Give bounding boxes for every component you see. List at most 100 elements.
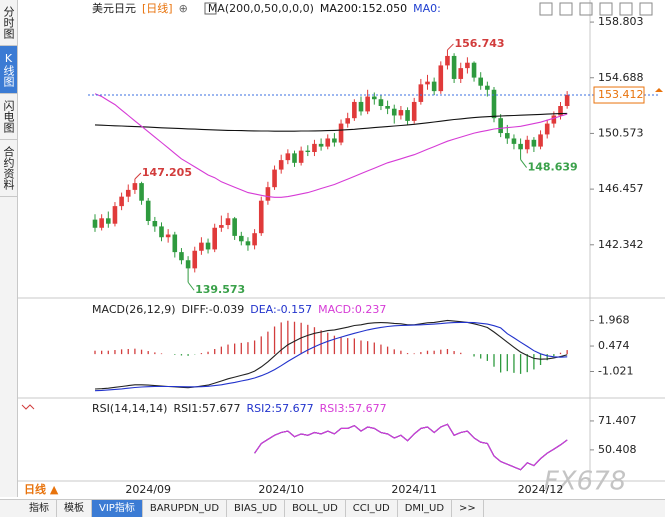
candle-body [458, 68, 464, 79]
candle-body [352, 101, 357, 119]
candle-body [345, 118, 350, 124]
candle-body [332, 138, 337, 143]
candle-body [199, 242, 204, 251]
icon[interactable] [559, 2, 573, 16]
candle-body [119, 196, 124, 207]
bottom-tab[interactable]: BIAS_UD [227, 500, 286, 517]
candle-body [159, 226, 164, 238]
candle-body [465, 62, 470, 69]
candle-body [338, 123, 344, 143]
y-tick-label: 1.968 [598, 314, 630, 327]
candle-body [558, 106, 563, 116]
icon[interactable] [599, 2, 613, 16]
candle-body [425, 81, 430, 85]
period-switch[interactable]: 日线 ▲ [24, 482, 59, 496]
candle-body [418, 84, 424, 102]
candle-body [411, 101, 417, 121]
annotation: 156.743 [454, 37, 504, 50]
candle-body [491, 89, 497, 119]
toolbar-icons [539, 2, 653, 16]
candle-body [298, 150, 304, 163]
legend-item: MACD:0.237 [318, 303, 386, 316]
candle-body [538, 134, 543, 147]
candle-body [145, 200, 151, 221]
side-tab[interactable]: K线图 [0, 46, 17, 94]
candle-body [106, 218, 111, 224]
candle-body [511, 138, 517, 144]
bottom-tab[interactable]: DMI_UD [398, 500, 453, 517]
settings-icon[interactable] [21, 404, 35, 410]
candle-body [179, 252, 184, 261]
indicator-icon[interactable] [204, 2, 217, 15]
candle-body [391, 108, 397, 116]
legend-item: RSI1:57.677 [173, 402, 240, 415]
candle-body [252, 233, 257, 246]
legend-item: DIFF:-0.039 [182, 303, 245, 316]
bottom-tab[interactable]: 模板 [57, 500, 92, 517]
y-tick-label: -1.021 [598, 365, 633, 378]
candle-body [531, 139, 537, 147]
candle-body [165, 234, 171, 238]
annotation-leader [520, 159, 527, 168]
bottom-tab[interactable]: CCI_UD [346, 500, 398, 517]
annotation: 147.205 [142, 166, 192, 179]
candle-body [312, 143, 317, 152]
candle-body [398, 110, 404, 116]
candle-body [232, 218, 237, 236]
bottom-tab[interactable]: BOLL_UD [285, 500, 346, 517]
candle-body [152, 221, 158, 227]
annotation-leader [187, 281, 195, 291]
indicator-line [254, 423, 568, 471]
icon[interactable] [579, 2, 593, 16]
y-tick-label: 71.407 [598, 414, 637, 427]
bottom-tab[interactable]: 指标 [22, 500, 57, 517]
indicator-name: RSI(14,14,14) [92, 402, 167, 415]
indicator-line [94, 321, 568, 392]
legend-item: RSI3:57.677 [320, 402, 387, 415]
icon[interactable] [639, 2, 653, 16]
candle-body [245, 241, 251, 246]
bottom-tab[interactable]: >> [452, 500, 484, 517]
candle-body [225, 218, 231, 226]
candle-body [325, 138, 331, 147]
candle-body [139, 183, 144, 201]
y-tick-label: 142.342 [598, 238, 644, 251]
candle-body [292, 153, 297, 163]
candle-body [125, 189, 131, 197]
candle-body [518, 143, 523, 150]
annotation-leader [134, 172, 142, 180]
side-tab[interactable]: 闪电图 [0, 94, 17, 140]
candle-body [405, 110, 410, 121]
candle-body [112, 206, 118, 224]
bottom-tab[interactable]: BARUPDN_UD [143, 500, 228, 517]
x-tick-label: 2024/09 [125, 483, 171, 496]
annotation-leader [447, 43, 454, 51]
icon[interactable] [539, 2, 553, 16]
candle-body [318, 143, 324, 147]
candle-body [265, 187, 271, 201]
icon[interactable] [619, 2, 633, 16]
indicator-line [94, 319, 568, 390]
last-price-box [593, 86, 645, 104]
candle-body [258, 200, 264, 234]
candle-body [272, 169, 277, 188]
symbol: 美元日元 [92, 2, 136, 15]
candle-body [192, 250, 198, 269]
y-tick-label: 146.457 [598, 182, 644, 195]
side-tab[interactable]: 合约资料 [0, 140, 17, 197]
bottom-tab[interactable]: VIP指标 [92, 500, 143, 517]
last-price-marker [655, 88, 663, 93]
candle-body [92, 219, 98, 228]
candle-body [365, 96, 370, 112]
candle-body [471, 62, 477, 78]
x-tick-label: 2024/12 [518, 483, 564, 496]
side-tab[interactable]: 分时图 [0, 0, 17, 46]
candle-body [478, 77, 483, 86]
candle-body [239, 235, 244, 242]
candle-body [378, 99, 384, 106]
candle-body [372, 96, 377, 100]
y-tick-label: 158.803 [598, 15, 644, 28]
x-tick-label: 2024/10 [258, 483, 304, 496]
watermark: FX678 [544, 467, 626, 497]
